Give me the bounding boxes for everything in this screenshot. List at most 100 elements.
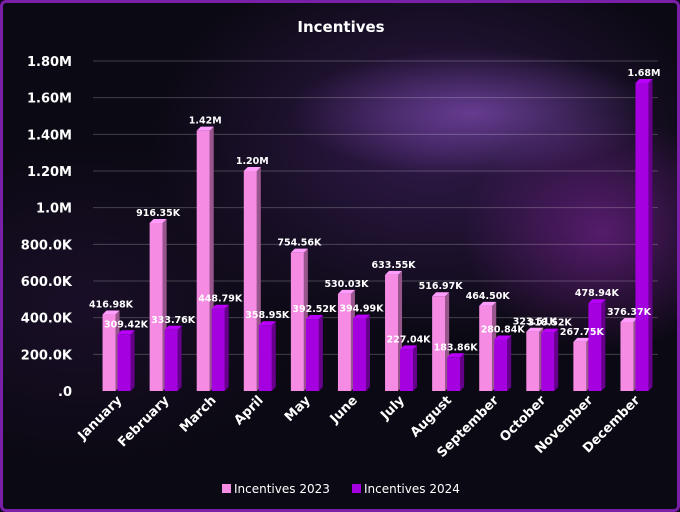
- bar-front: [337, 293, 351, 391]
- y-tick-label: 1.60M: [27, 92, 72, 107]
- bar-top: [196, 126, 214, 131]
- grid-layer: [93, 60, 658, 355]
- bar-side: [318, 315, 323, 391]
- bar-front: [102, 314, 116, 391]
- bar-2023-august: [432, 292, 450, 391]
- data-label-2024: 309.42K: [104, 319, 149, 330]
- bar-top: [432, 292, 450, 297]
- bar-2023-march: [196, 126, 214, 392]
- y-tick-label: 1.0M: [36, 202, 72, 217]
- chart-title: Incentives: [297, 18, 384, 36]
- bar-side: [130, 330, 135, 391]
- y-tick-label: 1.40M: [27, 128, 72, 143]
- bar-top: [588, 299, 606, 304]
- data-label-2024: 333.76K: [151, 315, 196, 326]
- bar-2024-november: [588, 299, 606, 391]
- bar-2024-december: [635, 79, 653, 391]
- legend-label-2024: Incentives 2024: [364, 482, 460, 496]
- bar-front: [494, 339, 508, 391]
- data-label-2023: 516.97K: [419, 281, 464, 292]
- legend-swatch-2023: [222, 484, 231, 493]
- y-tick-label: 800.0K: [21, 238, 73, 253]
- data-label-2024: 358.95K: [245, 310, 290, 321]
- bar-2023-may: [290, 248, 308, 391]
- data-label-2023: 1.20M: [236, 156, 269, 167]
- bar-front: [352, 318, 366, 391]
- data-label-2023: 376.37K: [607, 307, 652, 318]
- y-tick-label: 1.80M: [27, 55, 72, 70]
- bar-2023-july: [385, 270, 403, 391]
- bar-front: [149, 223, 163, 391]
- bar-front: [385, 274, 399, 391]
- bar-top: [337, 289, 355, 294]
- bar-side: [460, 353, 465, 391]
- bar-top: [400, 345, 418, 350]
- data-label-2024: 392.52K: [292, 304, 337, 315]
- data-label-2023: 754.56K: [277, 238, 322, 249]
- bar-side: [507, 335, 512, 391]
- bar-top: [385, 270, 403, 275]
- data-label-2024: 478.94K: [575, 288, 620, 299]
- bar-top: [526, 327, 544, 332]
- bar-top: [305, 315, 323, 320]
- bar-top: [479, 301, 497, 306]
- bar-2023-november: [573, 337, 591, 391]
- bar-front: [400, 349, 414, 391]
- bar-top: [117, 330, 135, 335]
- data-label-2024: 1.68M: [628, 68, 661, 79]
- bar-top: [149, 219, 167, 224]
- data-label-2024: 227.04K: [387, 334, 432, 345]
- x-tick-label: May: [282, 393, 314, 425]
- bar-2024-july: [400, 345, 418, 391]
- bar-top: [243, 167, 261, 171]
- x-tick-label: August: [408, 393, 455, 440]
- y-tick-label: 200.0K: [21, 348, 73, 363]
- bar-front: [541, 332, 555, 391]
- bar-side: [365, 314, 370, 391]
- bar-2023-april: [243, 167, 261, 391]
- data-labels-layer: 416.98K 309.42K 916.35K 333.76K 1.42M 448.79K…: [89, 68, 660, 353]
- bars-layer: [102, 79, 653, 392]
- data-label-2024: 280.84K: [481, 325, 526, 336]
- bar-front: [196, 130, 210, 391]
- data-label-2023: 323.51K: [513, 317, 558, 328]
- bar-2023-september: [479, 301, 497, 391]
- bar-front: [588, 303, 602, 391]
- bar-2024-august: [447, 353, 465, 391]
- data-label-2024: 394.99K: [339, 304, 384, 315]
- data-label-2024: 448.79K: [198, 294, 243, 305]
- x-tick-label: June: [327, 393, 361, 427]
- bar-front: [432, 296, 446, 391]
- x-tick-label: April: [231, 393, 266, 428]
- y-tick-label: 1.20M: [27, 165, 72, 180]
- bar-top: [290, 248, 308, 253]
- data-label-2024: 183.86K: [434, 342, 479, 353]
- bar-2023-december: [620, 317, 638, 391]
- y-axis-ticks: .0 200.0K 400.0K 600.0K 800.0K 1.0M 1.20M 1.40M…: [21, 55, 73, 400]
- bar-2024-october: [541, 328, 559, 391]
- bar-top: [211, 304, 229, 309]
- data-label-2023: 267.75K: [560, 327, 605, 338]
- data-label-2023: 916.35K: [136, 208, 181, 219]
- y-tick-label: 600.0K: [21, 275, 73, 290]
- data-label-2023: 416.98K: [89, 300, 134, 311]
- data-label-2024: 318.52K: [528, 318, 573, 329]
- bar-top: [541, 328, 559, 333]
- legend-label-2023: Incentives 2023: [234, 482, 330, 496]
- data-label-2023: 464.50K: [466, 291, 511, 302]
- bar-side: [271, 321, 276, 391]
- bar-side: [601, 299, 606, 391]
- bar-front: [211, 308, 225, 391]
- bar-side: [413, 345, 418, 391]
- bar-2024-may: [305, 315, 323, 391]
- legend-swatch-2024: [352, 484, 361, 493]
- bar-2023-february: [149, 219, 167, 391]
- data-label-2023: 1.42M: [189, 116, 222, 127]
- bar-top: [164, 325, 182, 330]
- incentives-chart: Incentives .0 200.0K 400.0K 600.0K 800.0K 1.0…: [21, 18, 661, 496]
- bar-side: [177, 325, 182, 391]
- bar-front: [243, 171, 257, 391]
- y-tick-label: 400.0K: [21, 312, 73, 327]
